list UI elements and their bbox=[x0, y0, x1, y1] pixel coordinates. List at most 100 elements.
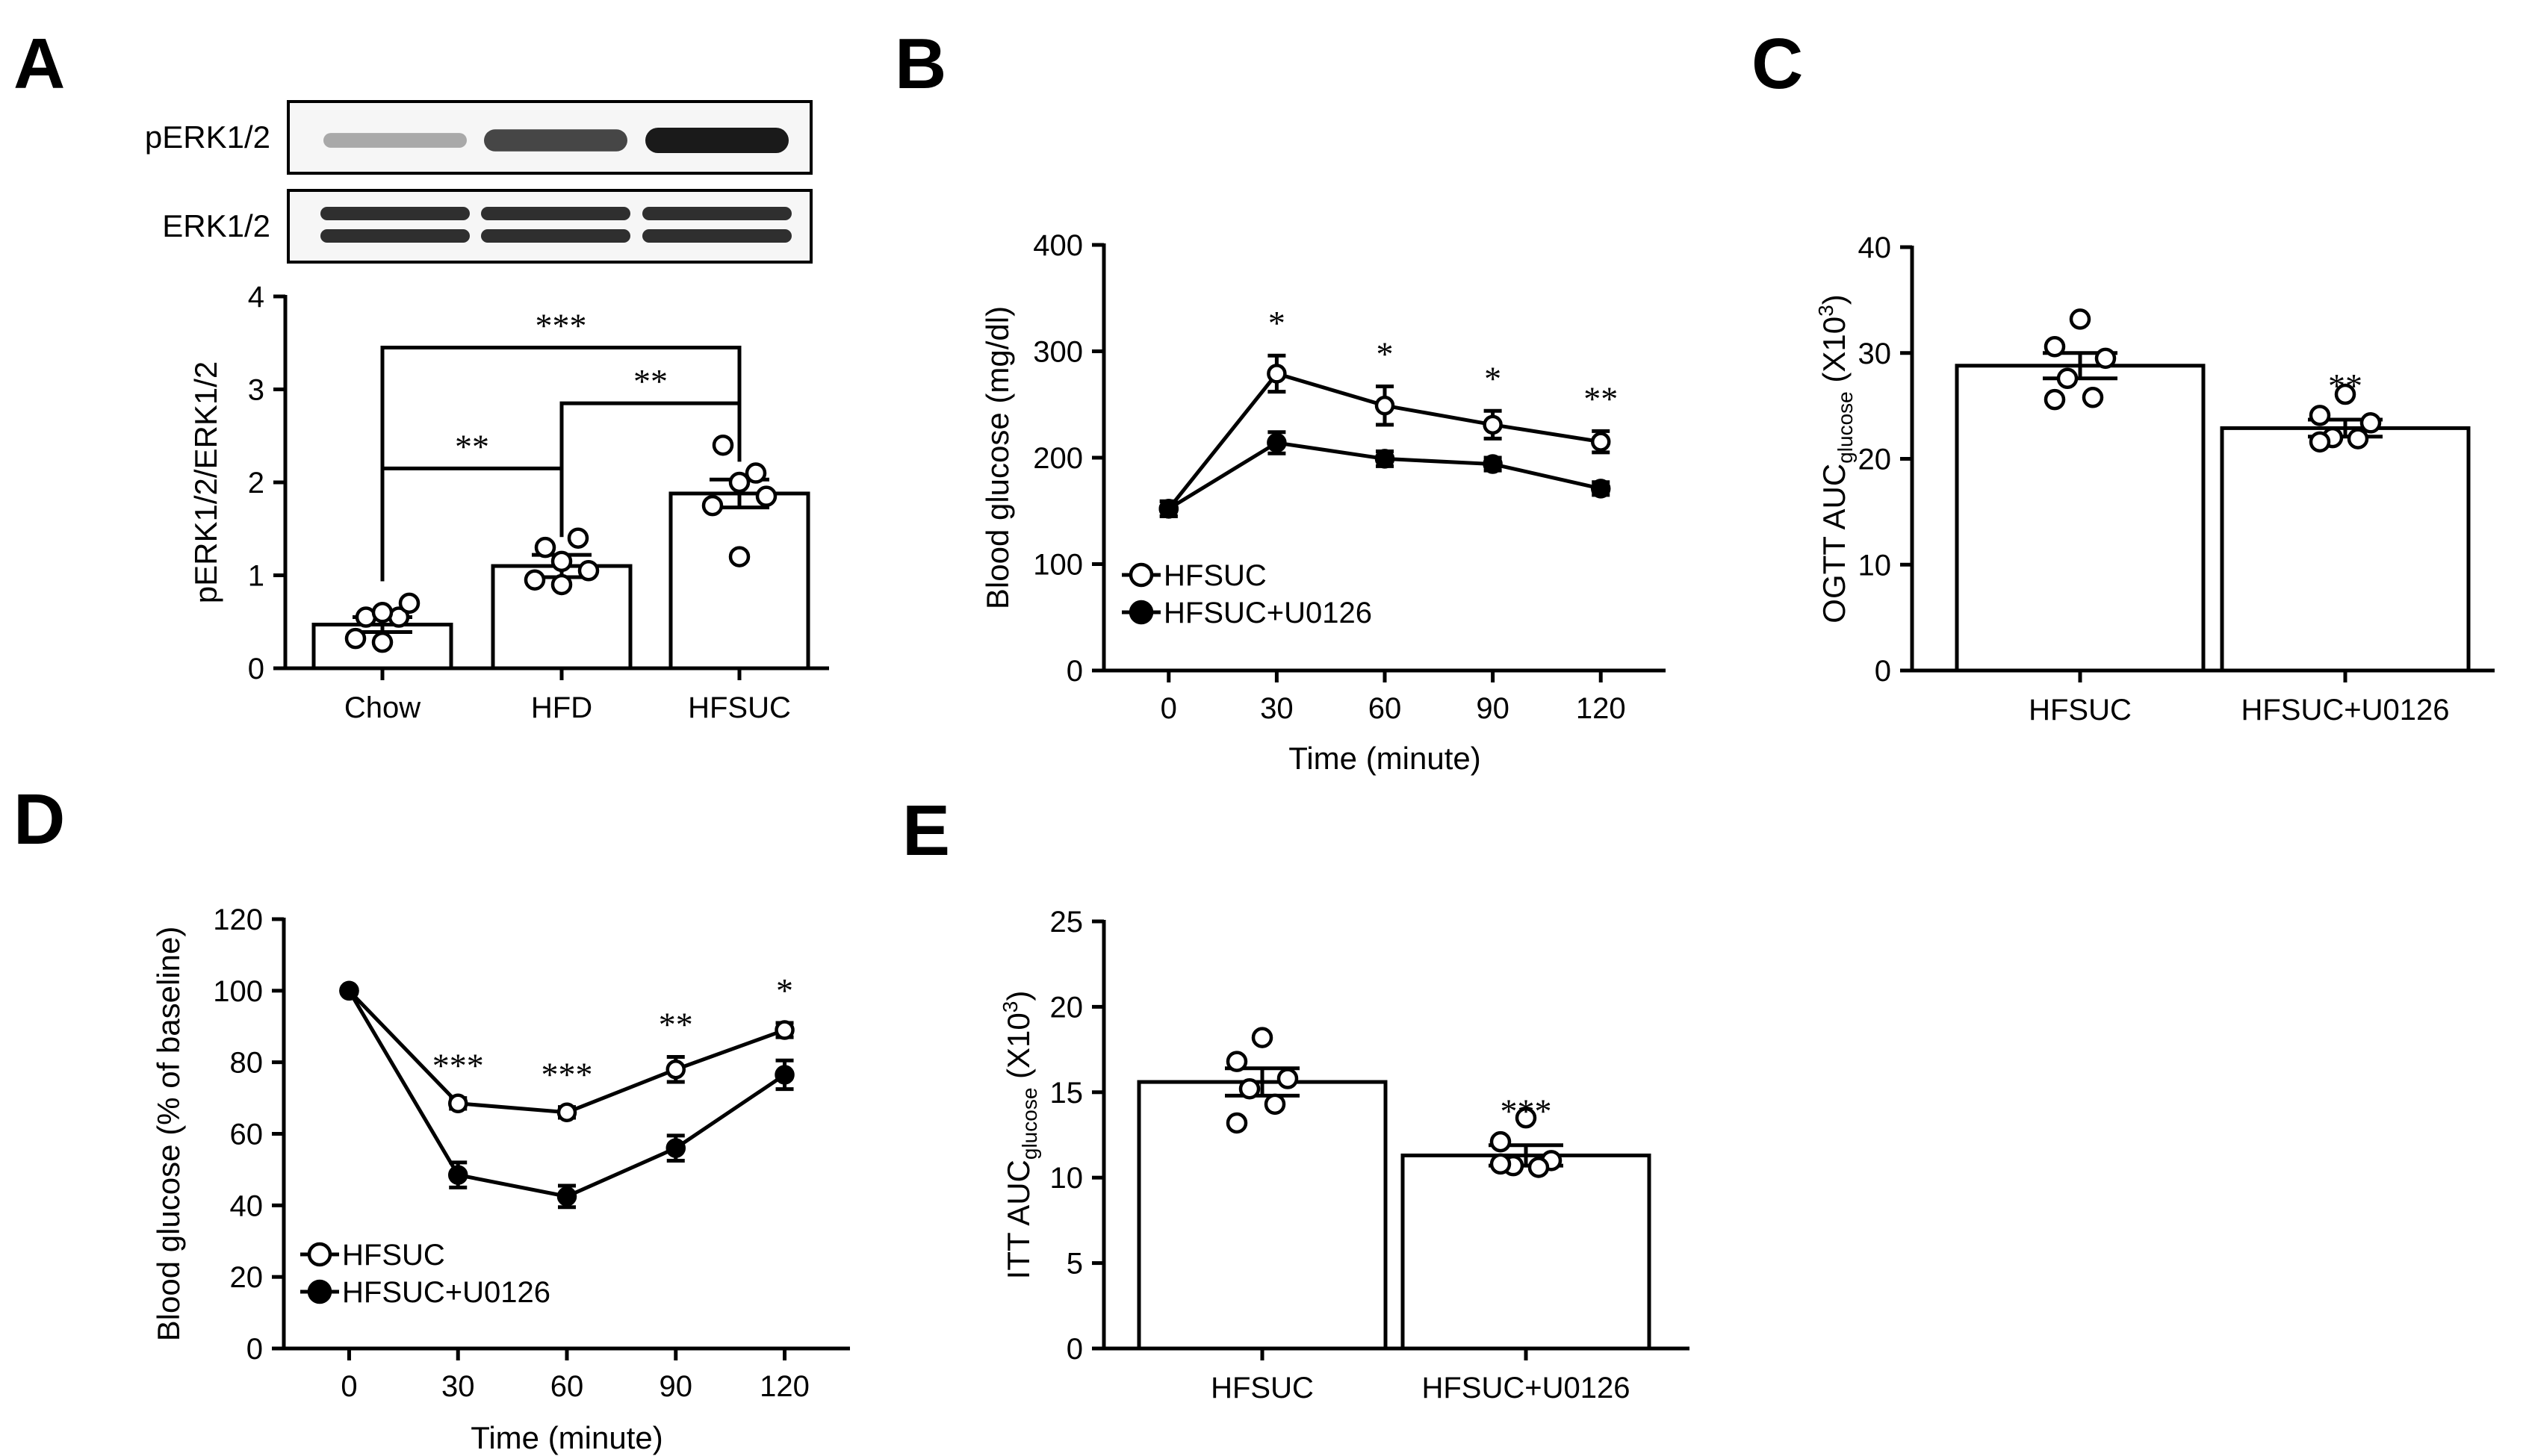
e-data-point bbox=[1515, 1107, 1537, 1129]
a-data-point bbox=[577, 560, 600, 582]
a-x-tick-label: Chow bbox=[344, 691, 421, 724]
b-x-tick-label: 60 bbox=[1368, 692, 1402, 725]
c-data-point bbox=[2044, 335, 2066, 358]
a-data-point bbox=[755, 485, 778, 507]
b-significance: * bbox=[1268, 304, 1285, 342]
d-y-tick-label: 0 bbox=[246, 1333, 263, 1366]
d-series-line bbox=[347, 989, 786, 1198]
blot-band bbox=[320, 229, 470, 243]
c-y-tick-label: 30 bbox=[1858, 337, 1892, 370]
c-y-tick-label: 0 bbox=[1875, 655, 1891, 688]
d-legend-label: HFSUC+U0126 bbox=[342, 1276, 550, 1309]
a-y-tick-label: 3 bbox=[248, 374, 264, 407]
d-y-tick-label: 20 bbox=[230, 1261, 264, 1294]
e-bar bbox=[1137, 1080, 1388, 1351]
e-data-point bbox=[1226, 1051, 1248, 1072]
panel-b-chart: 0 100 200 300 400 0 30 60 90 120 Time (minute) Bloo… bbox=[980, 229, 1666, 776]
panel-label-b: B bbox=[895, 24, 946, 104]
b-x-label: Time (minute) bbox=[1288, 741, 1480, 776]
b-data-point bbox=[1483, 454, 1503, 474]
a-data-point bbox=[371, 631, 394, 653]
d-y-tick-label: 60 bbox=[230, 1119, 264, 1151]
d-x-label: Time (minute) bbox=[471, 1420, 662, 1455]
blot-band bbox=[645, 128, 789, 153]
b-data-point bbox=[1374, 449, 1395, 469]
c-data-point bbox=[2082, 387, 2104, 408]
c-y-label: OGTT AUCglucose (X103) bbox=[1814, 294, 1857, 623]
d-y-tick-label: 120 bbox=[213, 903, 263, 936]
e-bar bbox=[1400, 1153, 1651, 1351]
a-data-point bbox=[728, 546, 751, 567]
b-legend-label: HFSUC+U0126 bbox=[1164, 597, 1372, 629]
a-data-point bbox=[745, 462, 767, 484]
blot-band bbox=[481, 229, 630, 243]
panel-label-d: D bbox=[13, 780, 65, 859]
e-data-point bbox=[1489, 1153, 1512, 1175]
b-legend-marker bbox=[1129, 600, 1154, 625]
blot-row-label: pERK1/2 bbox=[145, 119, 270, 155]
blot-band bbox=[642, 229, 792, 243]
a-data-point bbox=[371, 602, 394, 623]
e-data-point bbox=[1226, 1112, 1248, 1134]
d-x-tick-label: 0 bbox=[341, 1370, 357, 1403]
a-data-point bbox=[701, 494, 724, 517]
d-data-point bbox=[665, 1138, 686, 1158]
panel-label-e: E bbox=[902, 791, 950, 871]
d-data-point bbox=[556, 1186, 577, 1207]
b-data-point bbox=[1590, 432, 1611, 452]
b-x-tick-label: 120 bbox=[1576, 692, 1626, 725]
a-data-point bbox=[524, 569, 546, 591]
b-data-point bbox=[1590, 479, 1611, 499]
d-data-point bbox=[339, 980, 359, 1001]
c-x-tick-label: HFSUC bbox=[2029, 694, 2132, 727]
a-y-label: pERK1/2/ERK1/2 bbox=[188, 361, 223, 604]
c-data-point bbox=[2094, 347, 2117, 370]
a-y-tick-label: 4 bbox=[248, 281, 264, 314]
d-legend-marker bbox=[307, 1279, 332, 1304]
d-y-tick-label: 100 bbox=[213, 975, 263, 1008]
a-y-tick-label: 2 bbox=[248, 467, 264, 500]
b-significance: * bbox=[1377, 335, 1394, 373]
e-y-tick-label: 20 bbox=[1050, 991, 1084, 1024]
e-y-label: ITT AUCglucose (X103) bbox=[999, 991, 1041, 1280]
blot-band bbox=[323, 133, 467, 148]
e-data-point bbox=[1527, 1157, 1550, 1178]
e-y-tick-label: 0 bbox=[1067, 1333, 1083, 1366]
panel-c-chart: 0 10 20 30 40 HFSUC HFSUC+U0126 ** OGTT AUCgluco… bbox=[1814, 231, 2495, 727]
c-data-point bbox=[2334, 383, 2356, 405]
d-data-point bbox=[556, 1102, 577, 1122]
e-y-tick-label: 5 bbox=[1067, 1248, 1083, 1281]
a-x-tick-label: HFD bbox=[531, 691, 592, 724]
c-data-point bbox=[2309, 405, 2331, 426]
a-y-tick-label: 1 bbox=[248, 560, 264, 593]
blot-band bbox=[481, 207, 630, 220]
e-data-point bbox=[1238, 1077, 1261, 1100]
c-data-point bbox=[2309, 431, 2331, 453]
e-x-tick-label: HFSUC bbox=[1211, 1372, 1314, 1404]
blot-strip bbox=[287, 189, 813, 264]
c-bar bbox=[1955, 364, 2206, 673]
b-legend-marker bbox=[1129, 562, 1154, 588]
b-data-point bbox=[1374, 395, 1395, 416]
c-x-tick-label: HFSUC+U0126 bbox=[2241, 694, 2449, 727]
d-x-tick-label: 60 bbox=[550, 1370, 584, 1403]
b-data-point bbox=[1158, 499, 1179, 519]
b-data-point bbox=[1267, 432, 1287, 453]
d-significance: ** bbox=[659, 1005, 693, 1043]
a-data-point bbox=[712, 434, 734, 456]
blot-row-label: ERK1/2 bbox=[162, 208, 270, 243]
d-x-tick-label: 30 bbox=[441, 1370, 475, 1403]
a-data-point bbox=[567, 527, 589, 549]
c-y-tick-label: 40 bbox=[1858, 231, 1892, 264]
a-significance: *** bbox=[536, 306, 587, 344]
d-significance: *** bbox=[541, 1056, 593, 1094]
c-bar bbox=[2220, 426, 2471, 673]
a-significance-bracket bbox=[380, 345, 742, 582]
c-data-point bbox=[2044, 388, 2066, 411]
a-bar bbox=[668, 491, 810, 671]
blot-band bbox=[642, 207, 792, 220]
a-data-point bbox=[398, 592, 421, 615]
b-x-tick-label: 90 bbox=[1476, 692, 1509, 725]
d-significance: *** bbox=[432, 1047, 484, 1085]
